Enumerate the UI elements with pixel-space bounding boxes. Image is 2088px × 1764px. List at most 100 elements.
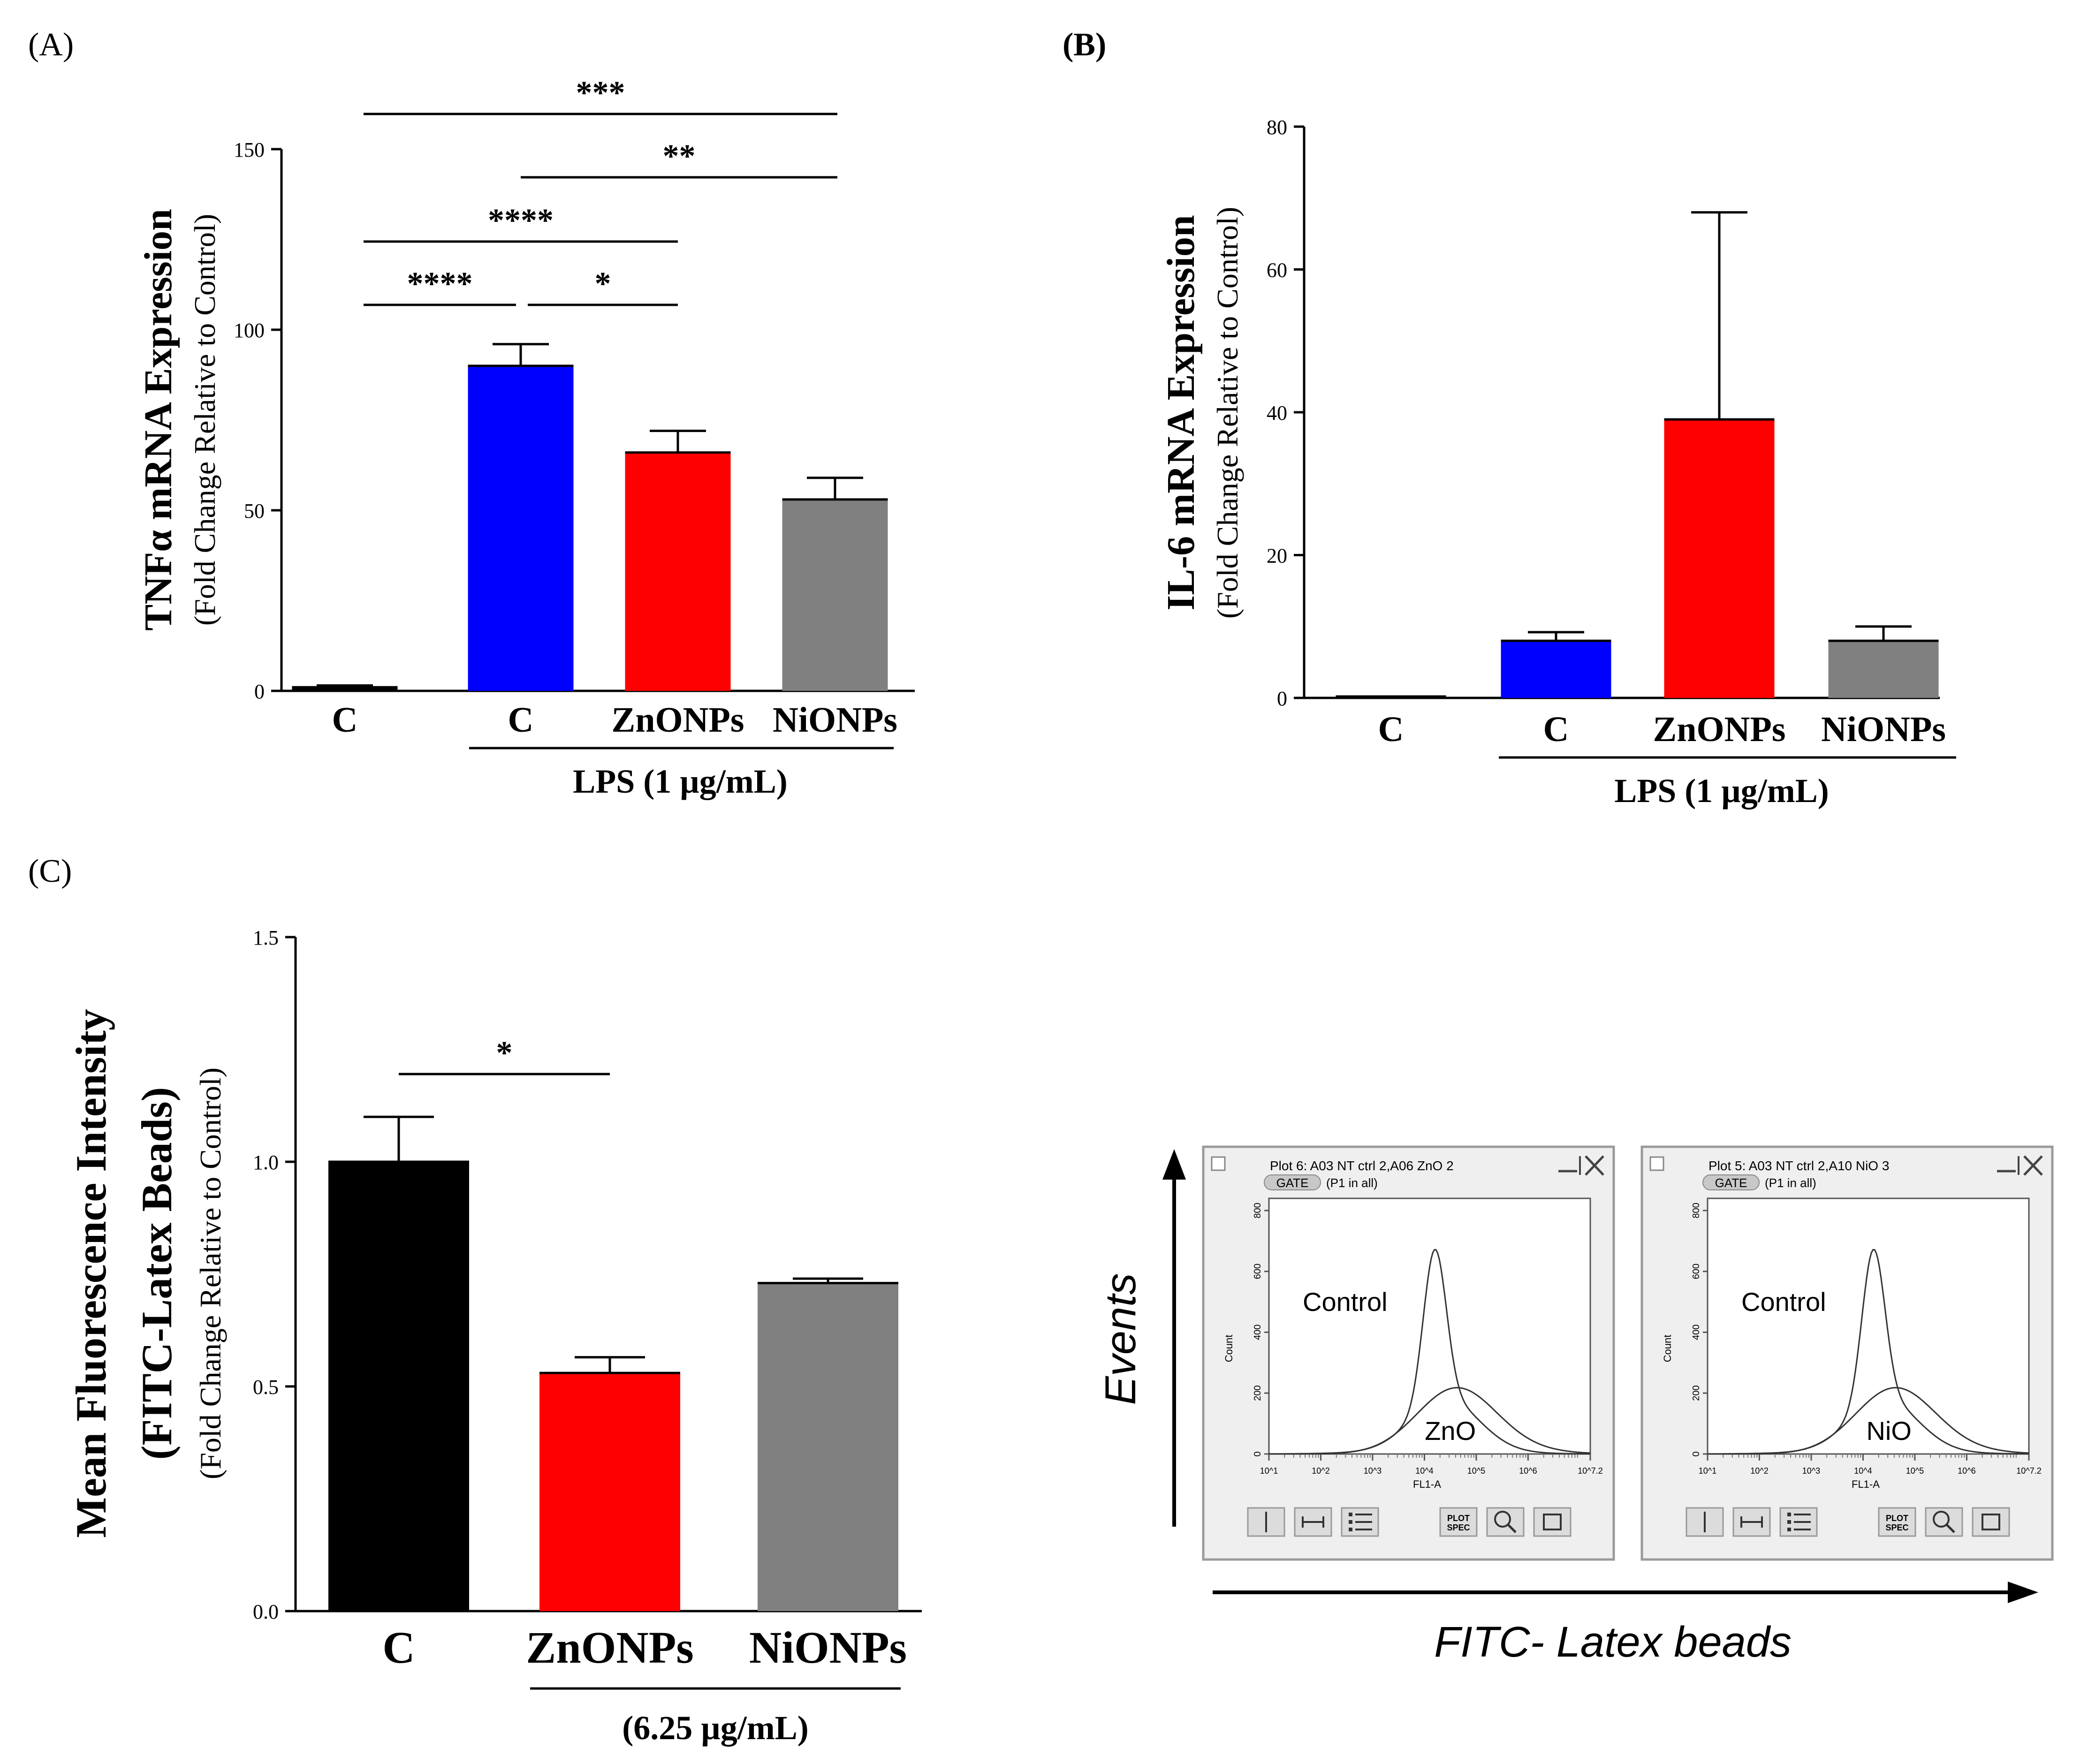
- hist-x-tick-label: 10^2: [1750, 1466, 1768, 1476]
- hist-x-tick-label: 10^6: [1519, 1466, 1537, 1476]
- hist-y-title: Count: [1223, 1335, 1235, 1363]
- hist-y-tick-label: 600: [1253, 1264, 1263, 1279]
- significance-label: ****: [407, 266, 473, 302]
- close-icon: [1585, 1155, 1604, 1176]
- group-label: LPS (1 µg/mL): [573, 763, 788, 800]
- hist-x-tick-label: 10^5: [1906, 1466, 1924, 1476]
- significance-label: ***: [576, 75, 625, 111]
- hist-y-tick-label: 400: [1253, 1325, 1263, 1340]
- hist-x-tick-label: 10^7.2: [1578, 1466, 1603, 1476]
- category-label: ZnONPs: [526, 1622, 693, 1673]
- y-tick-label: 40: [1267, 401, 1287, 424]
- hist-x-tick-label: 10^2: [1312, 1466, 1329, 1476]
- hist-y-tick-label: 400: [1691, 1325, 1701, 1340]
- bar-2: [625, 452, 731, 691]
- y-axis-title: IL-6 mRNA Expression: [1159, 215, 1203, 610]
- category-label: C: [508, 700, 534, 740]
- hist-x-tick-label: 10^3: [1802, 1466, 1820, 1476]
- gate-pill: [1702, 1174, 1760, 1190]
- y-tick-label: 0.0: [253, 1600, 279, 1623]
- y-tick-label: 80: [1267, 116, 1287, 139]
- control-annotation: Control: [1303, 1287, 1388, 1317]
- window-checkbox: [1211, 1156, 1226, 1171]
- bar-2: [758, 1283, 898, 1611]
- chart-b-il6: 0 20 40 60 80 C C ZnONPs NiONPs LPS (1 µg/mL) IL-6…: [1159, 116, 1956, 810]
- flow-window-zno: Plot 6: A03 NT ctrl 2,A06 ZnO 2 GATE (P1 i…: [1202, 1145, 1615, 1561]
- zoom-icon: [1946, 1524, 1955, 1533]
- fit-icon: [1543, 1514, 1562, 1530]
- plot-spec-icon: PLOT: [1886, 1514, 1908, 1523]
- list-icon: [1787, 1520, 1791, 1524]
- plot-spec-icon: SPEC: [1447, 1523, 1470, 1532]
- category-label: NiONPs: [749, 1622, 907, 1673]
- bar-3: [1828, 641, 1939, 698]
- hist-y-tick-label: 0: [1691, 1451, 1701, 1456]
- category-label: C: [382, 1622, 415, 1673]
- gate-info: (P1 in all): [1765, 1176, 1816, 1190]
- histogram-area: [1707, 1197, 2030, 1455]
- y-axis-title: Mean Fluorescence Intensity: [67, 1009, 115, 1538]
- toolbar-button: [1533, 1507, 1572, 1537]
- fit-icon: [1982, 1514, 2000, 1530]
- y-tick-label: 20: [1267, 545, 1287, 568]
- bar-1: [539, 1373, 680, 1611]
- gate-label: GATE: [1276, 1176, 1309, 1190]
- treatment-annotation: ZnO: [1425, 1416, 1476, 1446]
- toolbar-button: [1439, 1507, 1478, 1537]
- histogram-area: [1268, 1197, 1591, 1455]
- treatment-histogram: [1269, 1387, 1591, 1455]
- gate-pill: [1264, 1174, 1321, 1190]
- y-tick-label: 150: [234, 138, 265, 161]
- toolbar-button: [1972, 1507, 2010, 1537]
- bar-0: [328, 1162, 469, 1611]
- hist-x-title: FL1-A: [1852, 1478, 1880, 1490]
- group-label: LPS (1 µg/mL): [1614, 772, 1829, 810]
- treatment-annotation: NiO: [1866, 1416, 1911, 1446]
- list-icon: [1349, 1528, 1352, 1531]
- y-tick-label: 50: [244, 500, 265, 522]
- list-icon: [1349, 1513, 1352, 1516]
- panel-label-b: (B): [1063, 27, 1106, 63]
- list-icon: [1787, 1513, 1791, 1516]
- y-tick-label: 0: [254, 680, 265, 703]
- plot-title: Plot 5: A03 NT ctrl 2,A10 NiO 3: [1708, 1158, 1889, 1173]
- hist-x-tick-label: 10^4: [1415, 1466, 1433, 1476]
- y-tick-label: 1.0: [253, 1151, 279, 1174]
- significance-label: *: [595, 266, 611, 302]
- bar-0: [292, 687, 398, 691]
- gate-info: (P1 in all): [1326, 1176, 1378, 1190]
- window-checkbox: [1649, 1156, 1664, 1171]
- significance-label: **: [663, 138, 696, 174]
- y-tick-label: 100: [234, 319, 265, 342]
- category-label: ZnONPs: [1653, 710, 1786, 749]
- hist-x-tick-label: 10^4: [1854, 1466, 1872, 1476]
- hist-x-title: FL1-A: [1413, 1478, 1441, 1490]
- hist-x-tick-label: 10^6: [1958, 1466, 1975, 1476]
- bar-1: [1501, 641, 1611, 698]
- control-annotation: Control: [1741, 1287, 1826, 1317]
- y-axis-subtitle: (Fold Change Relative to Control): [188, 214, 221, 626]
- hist-y-tick-label: 800: [1253, 1203, 1263, 1218]
- y-axis-subtitle: (Fold Change Relative to Control): [1211, 207, 1244, 619]
- toolbar-button: [1878, 1507, 1916, 1537]
- y-tick-label: 60: [1267, 259, 1287, 282]
- plot-spec-icon: PLOT: [1447, 1514, 1470, 1523]
- flow-cytometry-panel: Events FITC- Latex beads Plot 6: A03 NT ct…: [1097, 1145, 2054, 1666]
- plot-spec-icon: SPEC: [1885, 1523, 1908, 1532]
- close-icon: [2023, 1155, 2043, 1176]
- hist-x-tick-label: 10^5: [1467, 1466, 1485, 1476]
- bar-3: [782, 499, 888, 691]
- y-tick-label: 0.5: [253, 1376, 279, 1399]
- fitc-arrowhead: [2008, 1582, 2038, 1603]
- category-label: NiONPs: [773, 700, 897, 740]
- y-tick-label: 0: [1277, 687, 1287, 710]
- category-label: C: [1378, 710, 1404, 749]
- y-axis-subtitle: (Fold Change Relative to Control): [194, 1067, 227, 1479]
- treatment-histogram: [1708, 1387, 2029, 1455]
- events-label: Events: [1097, 1273, 1145, 1405]
- gate-label: GATE: [1715, 1176, 1747, 1190]
- hist-x-tick-label: 10^1: [1699, 1466, 1716, 1476]
- fitc-label: FITC- Latex beads: [1434, 1618, 1792, 1666]
- events-arrowhead: [1162, 1149, 1186, 1180]
